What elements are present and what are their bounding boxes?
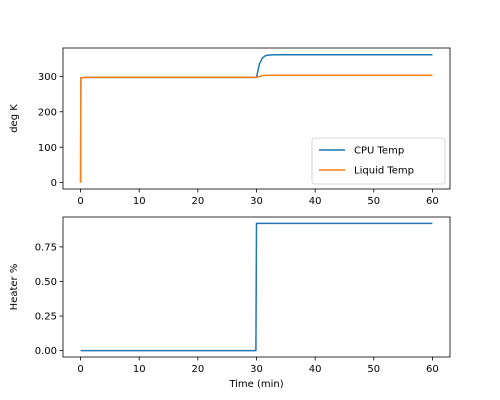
x-tick-label: 30 xyxy=(250,364,263,375)
legend-label: Liquid Temp xyxy=(354,166,414,177)
x-tick-label: 20 xyxy=(191,364,204,375)
y-tick-label: 0.75 xyxy=(35,242,57,253)
x-tick-label: 0 xyxy=(77,364,83,375)
liquid-temp-line xyxy=(79,74,433,183)
y-tick-label: 200 xyxy=(38,107,57,118)
y-tick-label: 0.00 xyxy=(35,346,57,357)
legend-label: CPU Temp xyxy=(354,146,404,157)
y-tick-label: 0.25 xyxy=(35,312,57,323)
x-tick-label: 10 xyxy=(133,196,146,207)
y-axis-label: Heater % xyxy=(9,264,20,311)
x-tick-label: 40 xyxy=(309,196,322,207)
y-tick-label: 300 xyxy=(38,72,57,83)
legend-entry-liquid-temp: Liquid Temp xyxy=(319,166,414,177)
x-tick-label: 10 xyxy=(133,364,146,375)
legend: CPU Temp Liquid Temp xyxy=(311,137,446,185)
x-axis-label: Time (min) xyxy=(228,379,283,390)
x-tick-label: 30 xyxy=(250,196,263,207)
y-tick-label: 100 xyxy=(38,143,57,154)
x-tick-label: 50 xyxy=(367,364,380,375)
heater-chart: 0 10 20 30 40 50 60 0.00 0.25 0.50 0.75 Heater % Tim… xyxy=(9,216,451,390)
legend-box xyxy=(311,137,446,185)
x-tick-label: 50 xyxy=(367,196,380,207)
heater-line xyxy=(80,222,433,352)
x-tick-label: 60 xyxy=(426,364,439,375)
x-tick-label: 60 xyxy=(426,196,439,207)
y-tick-label: 0.50 xyxy=(35,277,57,288)
x-tick-label: 20 xyxy=(191,196,204,207)
y-tick-label: 0 xyxy=(51,178,57,189)
legend-entry-cpu-temp: CPU Temp xyxy=(319,146,404,157)
x-tick-label: 0 xyxy=(77,196,83,207)
x-tick-label: 40 xyxy=(309,364,322,375)
temperature-chart: 0 10 20 30 40 50 60 0 100 200 300 deg K CPU Temp Liqu… xyxy=(9,47,451,207)
y-axis-label: deg K xyxy=(9,104,20,133)
